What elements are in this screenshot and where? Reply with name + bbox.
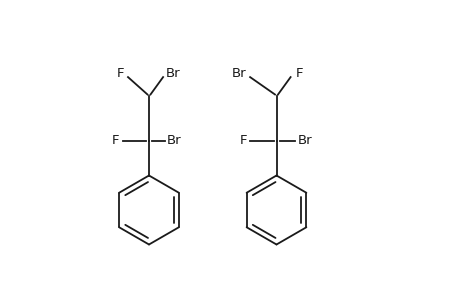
Text: Br: Br [297,134,312,148]
Text: Br: Br [167,134,181,148]
Text: F: F [295,67,303,80]
Text: Br: Br [231,67,246,80]
Text: F: F [112,134,119,148]
Text: Br: Br [165,67,180,80]
Text: F: F [117,67,124,80]
Text: F: F [239,134,247,148]
